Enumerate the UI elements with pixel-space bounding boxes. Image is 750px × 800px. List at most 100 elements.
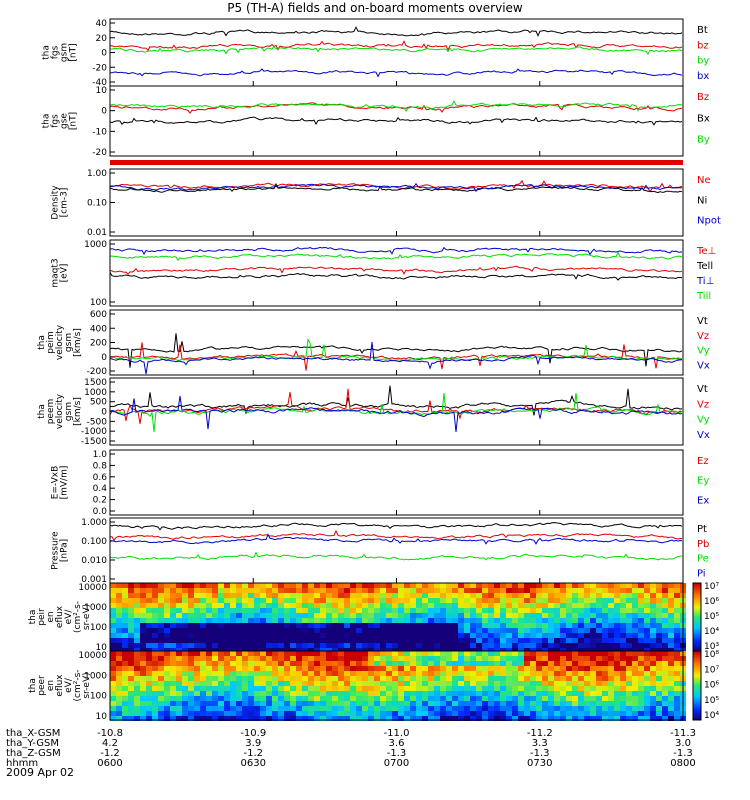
heatmap-cell (518, 651, 524, 656)
heatmap-cell (374, 666, 380, 671)
heatmap-cell (158, 643, 164, 648)
y-axis-label: velocity (55, 324, 65, 360)
heatmap-cell (170, 681, 176, 686)
heatmap-cell (362, 651, 368, 656)
heatmap-cell (224, 588, 230, 593)
heatmap-cell (548, 711, 554, 716)
heatmap-cell (590, 588, 596, 593)
heatmap-cell (260, 603, 266, 608)
x-row-label: tha_Y-GSM (6, 738, 59, 749)
heatmap-cell (152, 671, 158, 676)
heatmap-cell (542, 618, 548, 623)
heatmap-cell (308, 706, 314, 711)
heatmap-cell (362, 593, 368, 598)
heatmap-cell (194, 656, 200, 661)
heatmap-cell (356, 706, 362, 711)
heatmap-cell (518, 623, 524, 628)
heatmap-cell (200, 681, 206, 686)
y-tick-label: 0 (101, 107, 107, 117)
heatmap-cell (332, 598, 338, 603)
heatmap-cell (224, 666, 230, 671)
heatmap-cell (188, 686, 194, 691)
heatmap-cell (290, 711, 296, 716)
heatmap-cell (488, 656, 494, 661)
heatmap-cell (392, 691, 398, 696)
heatmap-cell (236, 661, 242, 666)
heatmap-cell (320, 656, 326, 661)
heatmap-cell (272, 638, 278, 643)
heatmap-cell (170, 633, 176, 638)
heatmap-cell (296, 701, 302, 706)
heatmap-cell (194, 598, 200, 603)
colorbar-segment (693, 672, 701, 674)
heatmap-cell (122, 656, 128, 661)
legend-Ex: Ex (697, 495, 709, 506)
heatmap-cell (440, 603, 446, 608)
heatmap-cell (128, 588, 134, 593)
heatmap-cell (578, 706, 584, 711)
heatmap-cell (590, 686, 596, 691)
colorbar-segment (693, 585, 701, 587)
heatmap-cell (548, 661, 554, 666)
colorbar-segment (693, 664, 701, 666)
heatmap-cell (506, 666, 512, 671)
heatmap-cell (110, 716, 116, 721)
heatmap-cell (548, 628, 554, 633)
heatmap-cell (542, 681, 548, 686)
colorbar-segment (693, 671, 701, 673)
heatmap-cell (446, 696, 452, 701)
heatmap-cell (302, 696, 308, 701)
colorbar-segment (693, 633, 701, 635)
heatmap-cell (212, 628, 218, 633)
heatmap-cell (212, 681, 218, 686)
heatmap-cell (350, 613, 356, 618)
heatmap-cell (224, 618, 230, 623)
heatmap-cell (380, 681, 386, 686)
heatmap-cell (452, 583, 458, 588)
colorbar-segment (693, 620, 701, 622)
heatmap-cell (278, 643, 284, 648)
heatmap-cell (644, 681, 650, 686)
heatmap-cell (482, 701, 488, 706)
heatmap-cell (488, 633, 494, 638)
heatmap-cell (356, 681, 362, 686)
heatmap-cell (434, 676, 440, 681)
heatmap-cell (380, 656, 386, 661)
heatmap-cell (476, 623, 482, 628)
heatmap-cell (374, 633, 380, 638)
heatmap-cell (320, 593, 326, 598)
heatmap-cell (368, 638, 374, 643)
heatmap-cell (356, 608, 362, 613)
heatmap-cell (230, 671, 236, 676)
heatmap-cell (362, 598, 368, 603)
y-axis-label: gsm (64, 402, 74, 421)
heatmap-cell (602, 603, 608, 608)
heatmap-cell (182, 706, 188, 711)
heatmap-cell (446, 628, 452, 633)
heatmap-cell (614, 676, 620, 681)
heatmap-cell (512, 716, 518, 721)
heatmap-cell (488, 618, 494, 623)
heatmap-cell (122, 716, 128, 721)
heatmap-cell (242, 628, 248, 633)
heatmap-cell (152, 623, 158, 628)
heatmap-cell (398, 583, 404, 588)
heatmap-cell (380, 598, 386, 603)
heatmap-cell (374, 656, 380, 661)
heatmap-cell (200, 676, 206, 681)
heatmap-cell (548, 618, 554, 623)
heatmap-cell (404, 613, 410, 618)
heatmap-cell (458, 656, 464, 661)
heatmap-cell (194, 613, 200, 618)
heatmap-cell (572, 651, 578, 656)
heatmap-cell (290, 691, 296, 696)
heatmap-cell (152, 628, 158, 633)
heatmap-cell (254, 691, 260, 696)
legend-Ti⊥: Ti⊥ (696, 276, 714, 287)
heatmap-cell (446, 651, 452, 656)
heatmap-cell (656, 676, 662, 681)
legend-Ey: Ey (697, 476, 709, 487)
heatmap-cell (122, 686, 128, 691)
heatmap-cell (236, 613, 242, 618)
colorbar-segment (693, 708, 701, 710)
